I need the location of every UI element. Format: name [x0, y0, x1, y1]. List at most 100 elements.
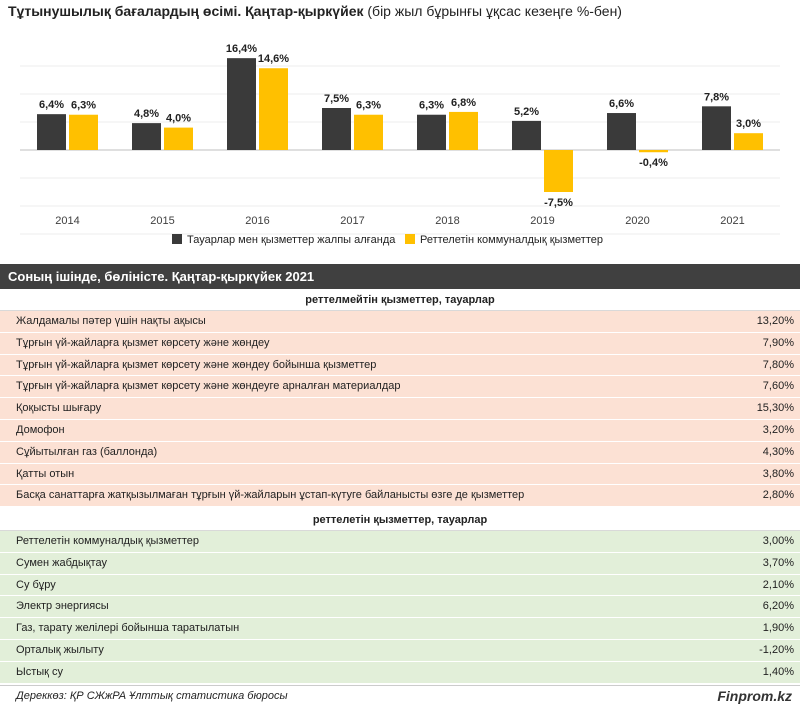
chart-title: Тұтынушылық бағалардың өсімі. Қаңтар-қыр… [8, 3, 622, 19]
bar-utilities [449, 111, 478, 150]
row-value: 7,80% [762, 358, 794, 371]
row-value: 2,80% [762, 489, 794, 502]
bar-total [227, 58, 256, 150]
brand-logo: Finprom.kz [717, 688, 792, 704]
table-row: Тұрғын үй-жайларға қызмет көрсету және ж… [0, 355, 800, 377]
data-label: 5,2% [514, 106, 539, 118]
row-value: -1,20% [759, 643, 794, 656]
table-row: Қоқысты шығару 15,30% [0, 398, 800, 420]
data-label: 6,3% [356, 100, 381, 112]
table-row: Реттелетін коммуналдық қызметтер 3,00% [0, 531, 800, 553]
row-label: Қоқысты шығару [16, 402, 102, 415]
bar-total [417, 114, 446, 150]
table-row: Электр энергиясы 6,20% [0, 596, 800, 619]
legend-swatch [172, 234, 182, 244]
x-tick-label: 2014 [55, 215, 79, 227]
bar-total [37, 114, 66, 150]
bar-total [512, 120, 541, 150]
row-label: Сұйытылған газ (баллонда) [16, 445, 158, 458]
unregulated-subheader: реттелмейтін қызметтер, тауарлар [0, 289, 800, 311]
row-value: 15,30% [756, 402, 794, 415]
chart-title-main: Тұтынушылық бағалардың өсімі. Қаңтар-қыр… [8, 3, 364, 19]
row-label: Тұрғын үй-жайларға қызмет көрсету және ж… [16, 380, 401, 393]
row-label: Тұрғын үй-жайларға қызмет көрсету және ж… [16, 358, 377, 371]
table-row: Жалдамалы пәтер үшін нақты ақысы 13,20% [0, 311, 800, 333]
table-row: Тұрғын үй-жайларға қызмет көрсету және ж… [0, 333, 800, 355]
data-label: 3,0% [736, 118, 761, 130]
legend-label: Тауарлар мен қызметтер жалпы алғанда [187, 234, 396, 246]
row-label: Электр энергиясы [16, 600, 109, 613]
unregulated-table: реттелмейтін қызметтер, тауарлар Жалдама… [0, 289, 800, 508]
data-label: 4,0% [166, 113, 191, 125]
table-row: Сумен жабдықтау 3,70% [0, 553, 800, 575]
row-label: Су бұру [16, 578, 56, 591]
table-row: Газ, тарату желілері бойынша таратылатын… [0, 618, 800, 640]
row-value: 4,30% [762, 445, 794, 458]
x-tick-label: 2020 [625, 215, 649, 227]
x-tick-label: 2016 [245, 215, 269, 227]
chart-title-subtitle: (бір жыл бұрынғы ұқсас кезеңге %-бен) [367, 3, 622, 19]
row-label: Қатты отын [16, 467, 75, 480]
x-tick-label: 2017 [340, 215, 364, 227]
legend-swatch [405, 234, 415, 244]
table-row: Тұрғын үй-жайларға қызмет көрсету және ж… [0, 376, 800, 399]
bar-utilities [69, 114, 98, 150]
bar-utilities [354, 114, 383, 150]
row-label: Реттелетін коммуналдық қызметтер [16, 535, 199, 547]
bar-utilities [734, 133, 763, 150]
bar-total [607, 113, 636, 150]
legend-label: Реттелетін коммуналдық қызметтер [420, 234, 603, 246]
x-tick-label: 2021 [720, 215, 744, 227]
row-value: 13,20% [756, 315, 794, 327]
row-value: 7,60% [762, 380, 794, 393]
data-label: 16,4% [226, 43, 257, 55]
row-value: 3,00% [762, 535, 794, 547]
table-row: Домофон 3,20% [0, 420, 800, 442]
source-note: Дереккөз: ҚР СЖжРА Ұлттық статистика бюр… [16, 690, 288, 702]
regulated-subheader: реттелетін қызметтер, тауарлар [0, 509, 800, 531]
row-label: Газ, тарату желілері бойынша таратылатын [16, 622, 240, 635]
row-label: Ыстық су [16, 665, 64, 678]
row-label: Тұрғын үй-жайларға қызмет көрсету және ж… [16, 336, 270, 349]
data-label: -0,4% [639, 157, 668, 169]
footer: Дереккөз: ҚР СЖжРА Ұлттық статистика бюр… [0, 685, 800, 707]
bar-utilities [164, 127, 193, 150]
table-row: Су бұру 2,10% [0, 575, 800, 597]
row-value: 1,90% [762, 622, 794, 635]
data-label: 14,6% [258, 53, 289, 65]
bar-utilities [259, 68, 288, 150]
data-label: 6,6% [609, 98, 634, 110]
bar-chart: 6,4% 6,3% 2014 4,8% 4,0% 2015 16,4%14,6% 2016 7,… [20, 43, 780, 246]
row-value: 6,20% [762, 600, 794, 613]
table-row: Басқа санаттарға жатқызылмаған тұрғын үй… [0, 485, 800, 508]
section-header: Соның ішінде, бөліністе. Қаңтар-қыркүйек… [0, 264, 800, 289]
row-label: Басқа санаттарға жатқызылмаған тұрғын үй… [16, 489, 525, 502]
bar-total [322, 108, 351, 150]
row-value: 3,80% [762, 467, 794, 480]
data-label: 7,5% [324, 93, 349, 105]
table-row: Сұйытылған газ (баллонда) 4,30% [0, 442, 800, 464]
row-value: 2,10% [762, 578, 794, 591]
bar-utilities [639, 150, 668, 153]
data-label: 6,3% [419, 100, 444, 112]
data-label: 7,8% [704, 91, 729, 103]
table-row: Орталық жылыту -1,20% [0, 640, 800, 662]
x-tick-label: 2018 [435, 215, 459, 227]
data-label: -7,5% [544, 197, 573, 209]
bar-utilities [544, 150, 573, 192]
data-label: 6,4% [39, 99, 64, 111]
bar-total [132, 123, 161, 150]
data-label: 4,8% [134, 108, 159, 120]
table-row: Ыстық су 1,40% [0, 662, 800, 684]
x-tick-label: 2015 [150, 215, 174, 227]
x-tick-label: 2019 [530, 215, 554, 227]
row-value: 3,20% [762, 423, 794, 436]
row-label: Жалдамалы пәтер үшін нақты ақысы [16, 315, 206, 327]
bar-total [702, 106, 731, 150]
row-value: 3,70% [762, 556, 794, 569]
data-label: 6,8% [451, 97, 476, 109]
table-row: Қатты отын 3,80% [0, 464, 800, 486]
row-value: 7,90% [762, 336, 794, 349]
data-label: 6,3% [71, 100, 96, 112]
row-label: Сумен жабдықтау [16, 556, 107, 569]
